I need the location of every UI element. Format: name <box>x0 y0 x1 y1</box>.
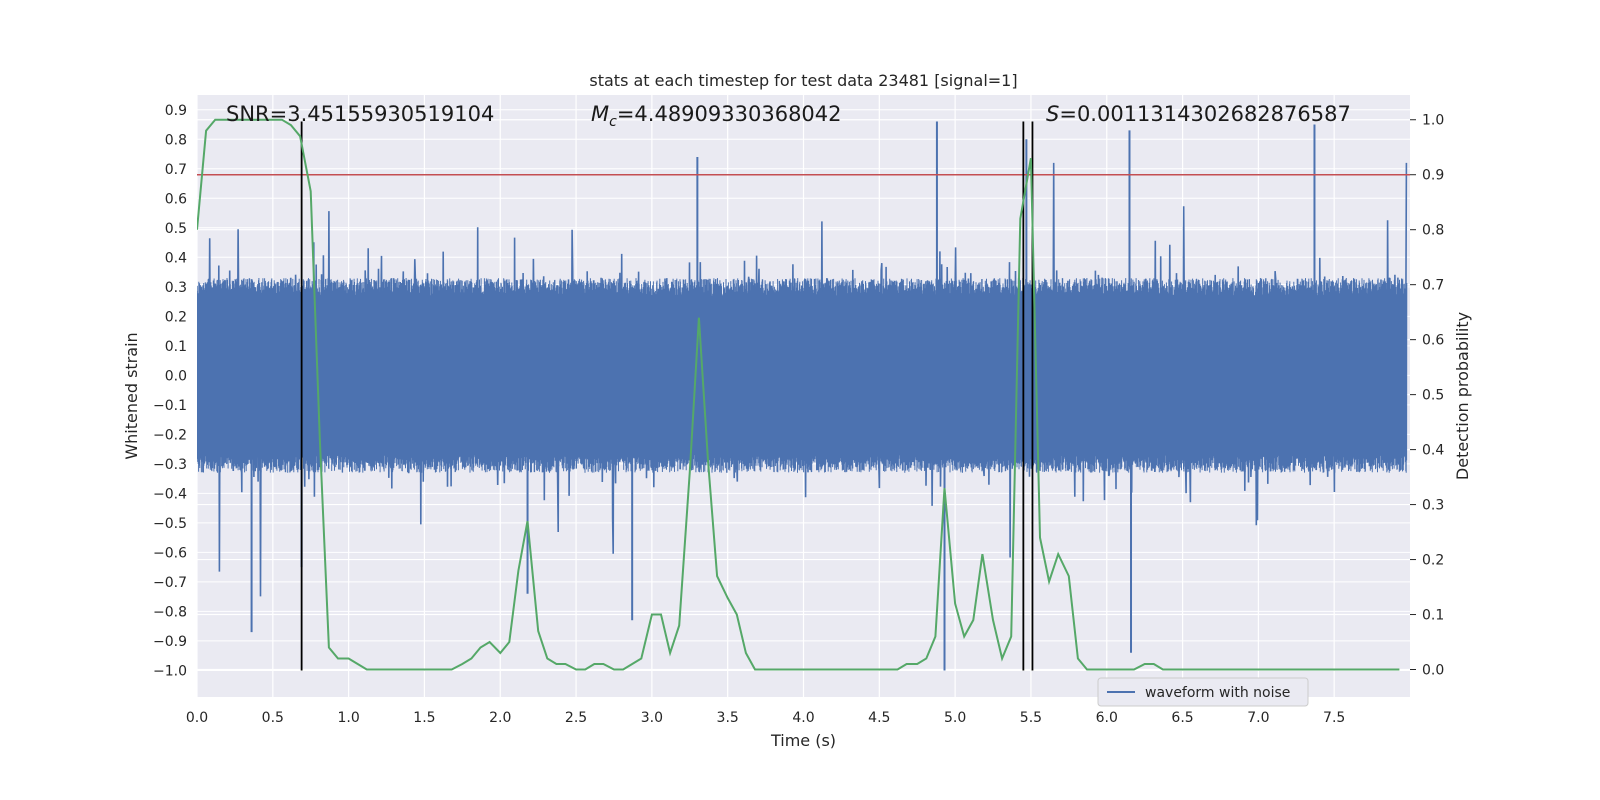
y-left-tick-label: 0.5 <box>165 221 187 237</box>
s-symbol: S <box>1046 102 1059 126</box>
y-right-tick-label: 0.8 <box>1422 223 1444 239</box>
y-left-tick-label: 0.0 <box>165 368 187 384</box>
legend: waveform with noise <box>1097 677 1309 707</box>
x-axis-label: Time (s) <box>770 731 836 750</box>
y-left-tick-label: 0.6 <box>165 191 187 207</box>
y-left-tick-label: 0.4 <box>165 250 187 266</box>
y-left-tick-label: 0.3 <box>165 280 187 296</box>
legend-box <box>1097 677 1309 707</box>
x-tick-label: 7.5 <box>1323 710 1345 726</box>
x-tick-label: 7.0 <box>1247 710 1269 726</box>
chirp-mass-annotation: Mc=4.48909330368042 <box>591 102 842 130</box>
x-tick-label: 6.5 <box>1171 710 1193 726</box>
y-axis-label-left: Whitened strain <box>122 332 141 459</box>
x-tick-label: 0.0 <box>186 710 208 726</box>
s-value: =0.0011314302682876587 <box>1059 102 1351 126</box>
x-tick-label: 3.5 <box>717 710 739 726</box>
y-left-tick-label: −0.4 <box>153 486 187 502</box>
x-tick-label: 0.5 <box>262 710 284 726</box>
y-left-tick-label: −0.7 <box>153 575 187 591</box>
y-left-tick-label: −0.6 <box>153 545 187 561</box>
tick-labels: 0.0 0.5 1.0 1.5 2.0 2.5 3.0 3.5 4.0 4.5 5.0 5.5 6.0 6… <box>153 103 1444 726</box>
y-right-tick-label: 0.2 <box>1422 553 1444 569</box>
probability-series <box>197 118 1410 671</box>
y-left-tick-label: 0.8 <box>165 132 187 148</box>
y-right-tick-label: 0.5 <box>1422 388 1444 404</box>
mc-subscript: c <box>609 114 617 130</box>
y-left-tick-label: −0.2 <box>153 427 187 443</box>
snr-annotation: SNR=3.45155930519104 <box>226 102 494 126</box>
y-left-tick-label: 0.1 <box>165 339 187 355</box>
x-tick-label: 1.0 <box>337 710 359 726</box>
y-left-tick-label: −0.9 <box>153 634 187 650</box>
x-tick-label: 3.0 <box>641 710 663 726</box>
waveform-core <box>197 277 1408 473</box>
y-left-tick-label: −0.8 <box>153 604 187 620</box>
x-tick-label: 2.0 <box>489 710 511 726</box>
y-right-tick-label: 0.4 <box>1422 443 1444 459</box>
y-left-tick-label: −0.5 <box>153 516 187 532</box>
y-right-tick-label: 0.3 <box>1422 498 1444 514</box>
y-left-tick-label: −1.0 <box>153 663 187 679</box>
y-left-tick-label: 0.2 <box>165 309 187 325</box>
y-right-tick-label: 0.1 <box>1422 608 1444 624</box>
x-tick-label: 4.5 <box>868 710 890 726</box>
chart-title: stats at each timestep for test data 234… <box>589 71 1017 90</box>
x-tick-label: 5.5 <box>1020 710 1042 726</box>
y-left-tick-label: 0.9 <box>165 103 187 119</box>
probability-line <box>197 118 1400 671</box>
x-tick-label: 5.0 <box>944 710 966 726</box>
y-right-tick-label: 0.0 <box>1422 663 1444 679</box>
y-right-tick-label: 0.7 <box>1422 278 1444 294</box>
y-right-tick-label: 0.9 <box>1422 168 1444 184</box>
legend-label: waveform with noise <box>1145 685 1290 701</box>
y-right-tick-label: 0.6 <box>1422 333 1444 349</box>
y-right-tick-label: 1.0 <box>1422 113 1444 129</box>
mc-value: =4.48909330368042 <box>617 102 842 126</box>
x-tick-label: 6.0 <box>1096 710 1118 726</box>
y-left-tick-label: 0.7 <box>165 162 187 178</box>
x-tick-label: 2.5 <box>565 710 587 726</box>
s-annotation: S=0.0011314302682876587 <box>1046 102 1351 126</box>
y-left-tick-label: −0.3 <box>153 457 187 473</box>
y-axis-label-right: Detection probability <box>1453 312 1472 480</box>
mc-symbol: M <box>591 102 609 126</box>
y-left-tick-label: −0.1 <box>153 398 187 414</box>
x-tick-label: 1.5 <box>413 710 435 726</box>
x-tick-label: 4.0 <box>792 710 814 726</box>
